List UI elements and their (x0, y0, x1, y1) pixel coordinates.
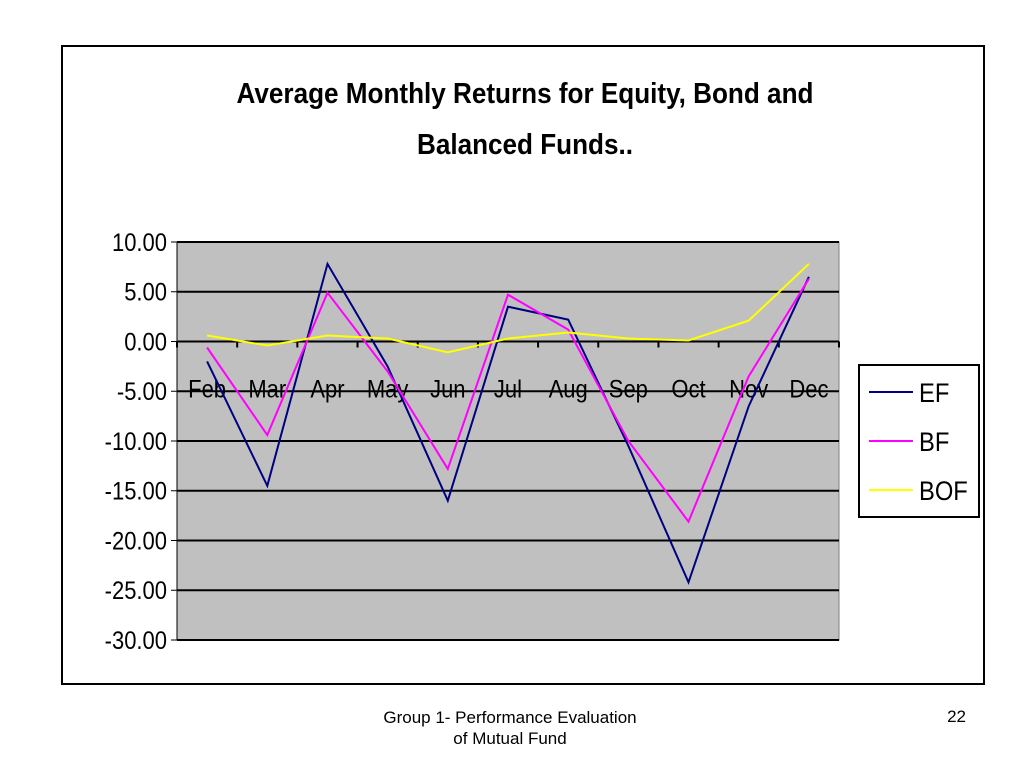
chart-title: Average Monthly Returns for Equity, Bond… (237, 77, 814, 161)
x-tick-labels: Feb Mar Apr May Jun Jul Aug Sep Oct Nov Dec (188, 375, 829, 403)
x-tick-label: Jul (494, 375, 522, 403)
x-tick-label: Dec (789, 375, 828, 403)
y-tick-label: -20.00 (105, 527, 167, 555)
y-tick-labels: 10.00 5.00 0.00 -5.00 -10.00 -15.00 -20.00 -25.… (105, 229, 167, 655)
legend: EF BF BOF (858, 364, 980, 518)
legend-label-bf: BF (919, 428, 949, 458)
x-tick-label: Oct (671, 375, 706, 403)
footer-line-2: of Mutual Fund (453, 729, 567, 748)
y-tick-label: 10.00 (112, 229, 167, 257)
footer-line-1: Group 1- Performance Evaluation (383, 708, 637, 727)
y-tick-label: 0.00 (124, 328, 167, 356)
series-lines (206, 261, 810, 586)
legend-label-bof: BOF (919, 477, 968, 507)
y-tick-label: -5.00 (117, 378, 167, 406)
gridlines (177, 241, 839, 641)
chart-frame: Average Monthly Returns for Equity, Bond… (61, 45, 985, 685)
y-tick-label: 5.00 (124, 278, 167, 306)
line-chart: Average Monthly Returns for Equity, Bond… (105, 77, 980, 655)
x-tick-label: Jun (430, 375, 465, 403)
y-tick-label: -25.00 (105, 577, 167, 605)
x-tick-label: Nov (729, 375, 768, 403)
x-tick-label: Apr (310, 375, 344, 403)
y-tick-label: -10.00 (105, 428, 167, 456)
footer-caption: Group 1- Performance Evaluation of Mutua… (330, 707, 690, 749)
x-tick-label: Aug (549, 375, 588, 403)
chart-title-line-2: Balanced Funds.. (417, 128, 633, 161)
x-tick-label: Mar (248, 375, 286, 403)
y-tick-label: -15.00 (105, 477, 167, 505)
series-line-bf (206, 278, 810, 524)
chart-title-line-1: Average Monthly Returns for Equity, Bond… (237, 77, 814, 110)
series-line-bof (206, 263, 810, 354)
x-tick-label: Sep (609, 375, 648, 403)
page-number: 22 (947, 707, 966, 726)
y-tick-label: -30.00 (105, 627, 167, 655)
legend-label-ef: EF (919, 379, 949, 409)
